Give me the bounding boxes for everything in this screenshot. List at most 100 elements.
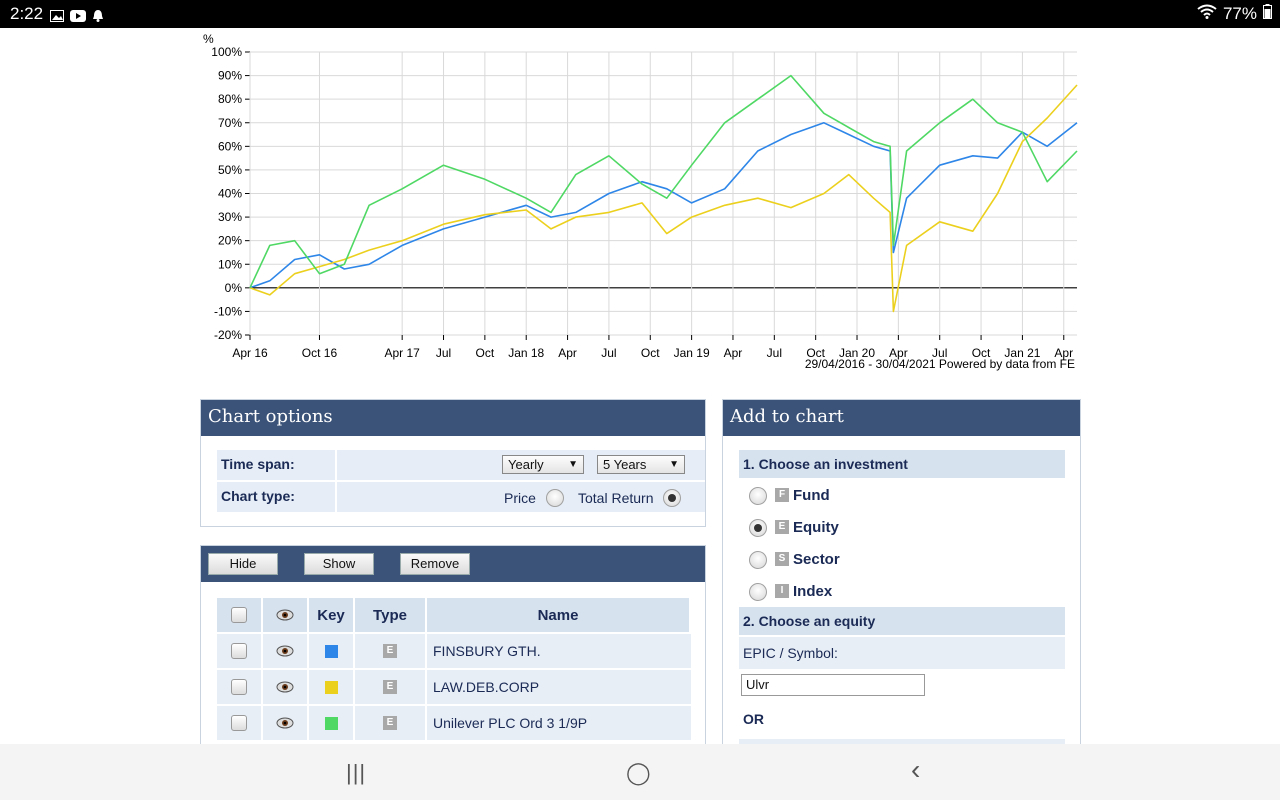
row-key-cell [309, 706, 355, 740]
row-select-cell [217, 634, 263, 668]
row-name: LAW.DEB.CORP [433, 679, 540, 695]
row-visibility-cell [263, 706, 309, 740]
x-tick-label: Jan 20 [839, 346, 875, 360]
equity-radio[interactable] [749, 519, 767, 537]
equity-type-badge: E [383, 644, 397, 658]
table-row: E FINSBURY GTH. [217, 634, 691, 668]
x-tick-label: Apr [889, 346, 908, 360]
period-select[interactable]: 5 Years ▼ [597, 455, 685, 474]
status-notification-icons [50, 7, 104, 27]
equity-label: Equity [793, 519, 839, 536]
y-tick-label: -10% [214, 304, 242, 318]
status-bar: 2:22 77% [0, 0, 1280, 28]
table-row: E LAW.DEB.CORP [217, 670, 691, 704]
x-tick-label: Jul [436, 346, 451, 360]
row-type-cell: E [355, 634, 427, 668]
hide-button[interactable]: Hide [208, 553, 278, 575]
y-tick-label: 50% [218, 163, 242, 177]
equity-type-badge: E [775, 520, 789, 534]
chart-type-label: Chart type: [217, 482, 337, 512]
frequency-select[interactable]: Yearly ▼ [502, 455, 584, 474]
y-tick-label: 30% [218, 210, 242, 224]
x-tick-label: Apr [1054, 346, 1073, 360]
status-time: 2:22 [10, 4, 44, 23]
youtube-icon [70, 7, 86, 27]
battery-percent: 77% [1222, 4, 1257, 23]
color-key [324, 716, 338, 730]
y-tick-label: 90% [218, 69, 242, 83]
header-type: Type [355, 598, 427, 632]
row-checkbox[interactable] [231, 679, 247, 695]
fund-type-badge: F [775, 488, 789, 502]
period-value: 5 Years [603, 457, 647, 472]
y-tick-label: 0% [225, 281, 243, 295]
header-name: Name [427, 598, 691, 632]
choose-equity-heading: 2. Choose an equity [739, 607, 1065, 635]
row-select-cell [217, 706, 263, 740]
time-span-row: Time span: Yearly ▼ 5 Years ▼ [217, 450, 705, 480]
investment-option-sector[interactable]: S Sector [739, 544, 1065, 576]
equity-type-badge: E [383, 680, 397, 694]
x-tick-label: Jan 19 [674, 346, 710, 360]
header-visibility-cell [263, 598, 309, 632]
fund-label: Fund [793, 487, 830, 504]
notification-bell-icon [92, 7, 104, 27]
eye-icon[interactable] [276, 717, 294, 729]
eye-icon[interactable] [276, 645, 294, 657]
total-return-radio[interactable] [663, 489, 681, 507]
performance-chart: % 100% 90% 80% 70% 60% 50% 40% 30% 20% 10% 0% -10% -… [195, 30, 1085, 375]
x-tick-label: Jan 21 [1004, 346, 1040, 360]
price-radio[interactable] [546, 489, 564, 507]
chart-options-title: Chart options [201, 400, 705, 436]
eye-icon [276, 609, 294, 621]
back-button[interactable]: ‹ [911, 754, 921, 785]
row-key-cell [309, 634, 355, 668]
epic-symbol-input[interactable]: Ulvr [741, 674, 925, 696]
show-button[interactable]: Show [304, 553, 374, 575]
row-name: Unilever PLC Ord 3 1/9P [433, 715, 588, 731]
frequency-value: Yearly [508, 457, 544, 472]
remove-button[interactable]: Remove [400, 553, 470, 575]
color-key [324, 680, 338, 694]
chart-caption: 29/04/2016 - 30/04/2021 Powered by data … [805, 357, 1075, 371]
recent-apps-button[interactable]: ||| [346, 760, 367, 785]
status-right: 77% [1197, 4, 1272, 24]
investment-option-fund[interactable]: F Fund [739, 480, 1065, 512]
x-tick-label: Apr [724, 346, 743, 360]
investment-option-equity[interactable]: E Equity [739, 512, 1065, 544]
system-nav-bar: ||| ◯ ‹ [0, 744, 1280, 800]
epic-symbol-label: EPIC / Symbol: [739, 637, 1065, 669]
x-axis-ticks: Apr 16 Oct 16 Apr 17 Jul Oct Jan 18 Apr Jul Oct J… [232, 346, 1073, 360]
investment-option-index[interactable]: I Index [739, 576, 1065, 608]
y-tick-label: 20% [218, 234, 242, 248]
sector-type-badge: S [775, 552, 789, 566]
x-tick-label: Oct [972, 346, 991, 360]
y-tick-label: 40% [218, 187, 242, 201]
x-tick-label: Apr [558, 346, 577, 360]
chart-grid [245, 51, 1077, 340]
x-tick-label: Jul [932, 346, 947, 360]
color-key [324, 644, 338, 658]
x-tick-label: Oct [641, 346, 660, 360]
total-return-label: Total Return [578, 490, 654, 506]
row-checkbox[interactable] [231, 715, 247, 731]
index-radio[interactable] [749, 583, 767, 601]
home-button[interactable]: ◯ [626, 760, 651, 785]
eye-icon[interactable] [276, 681, 294, 693]
x-tick-label: Oct [806, 346, 825, 360]
row-visibility-cell [263, 634, 309, 668]
x-tick-label: Oct [476, 346, 495, 360]
chart-svg: % 100% 90% 80% 70% 60% 50% 40% 30% 20% 10% 0% -10% -… [203, 32, 1078, 371]
row-checkbox[interactable] [231, 643, 247, 659]
series-list-panel: Hide Show Remove Key Type Name E FINSBUR… [200, 545, 706, 755]
series-line [249, 122, 1078, 289]
select-all-checkbox[interactable] [231, 607, 247, 623]
y-tick-label: 60% [218, 139, 242, 153]
row-select-cell [217, 670, 263, 704]
x-tick-label: Jul [767, 346, 782, 360]
add-to-chart-title: Add to chart [723, 400, 1080, 436]
table-row: E Unilever PLC Ord 3 1/9P [217, 706, 691, 740]
fund-radio[interactable] [749, 487, 767, 505]
y-tick-label: 10% [218, 257, 242, 271]
sector-radio[interactable] [749, 551, 767, 569]
